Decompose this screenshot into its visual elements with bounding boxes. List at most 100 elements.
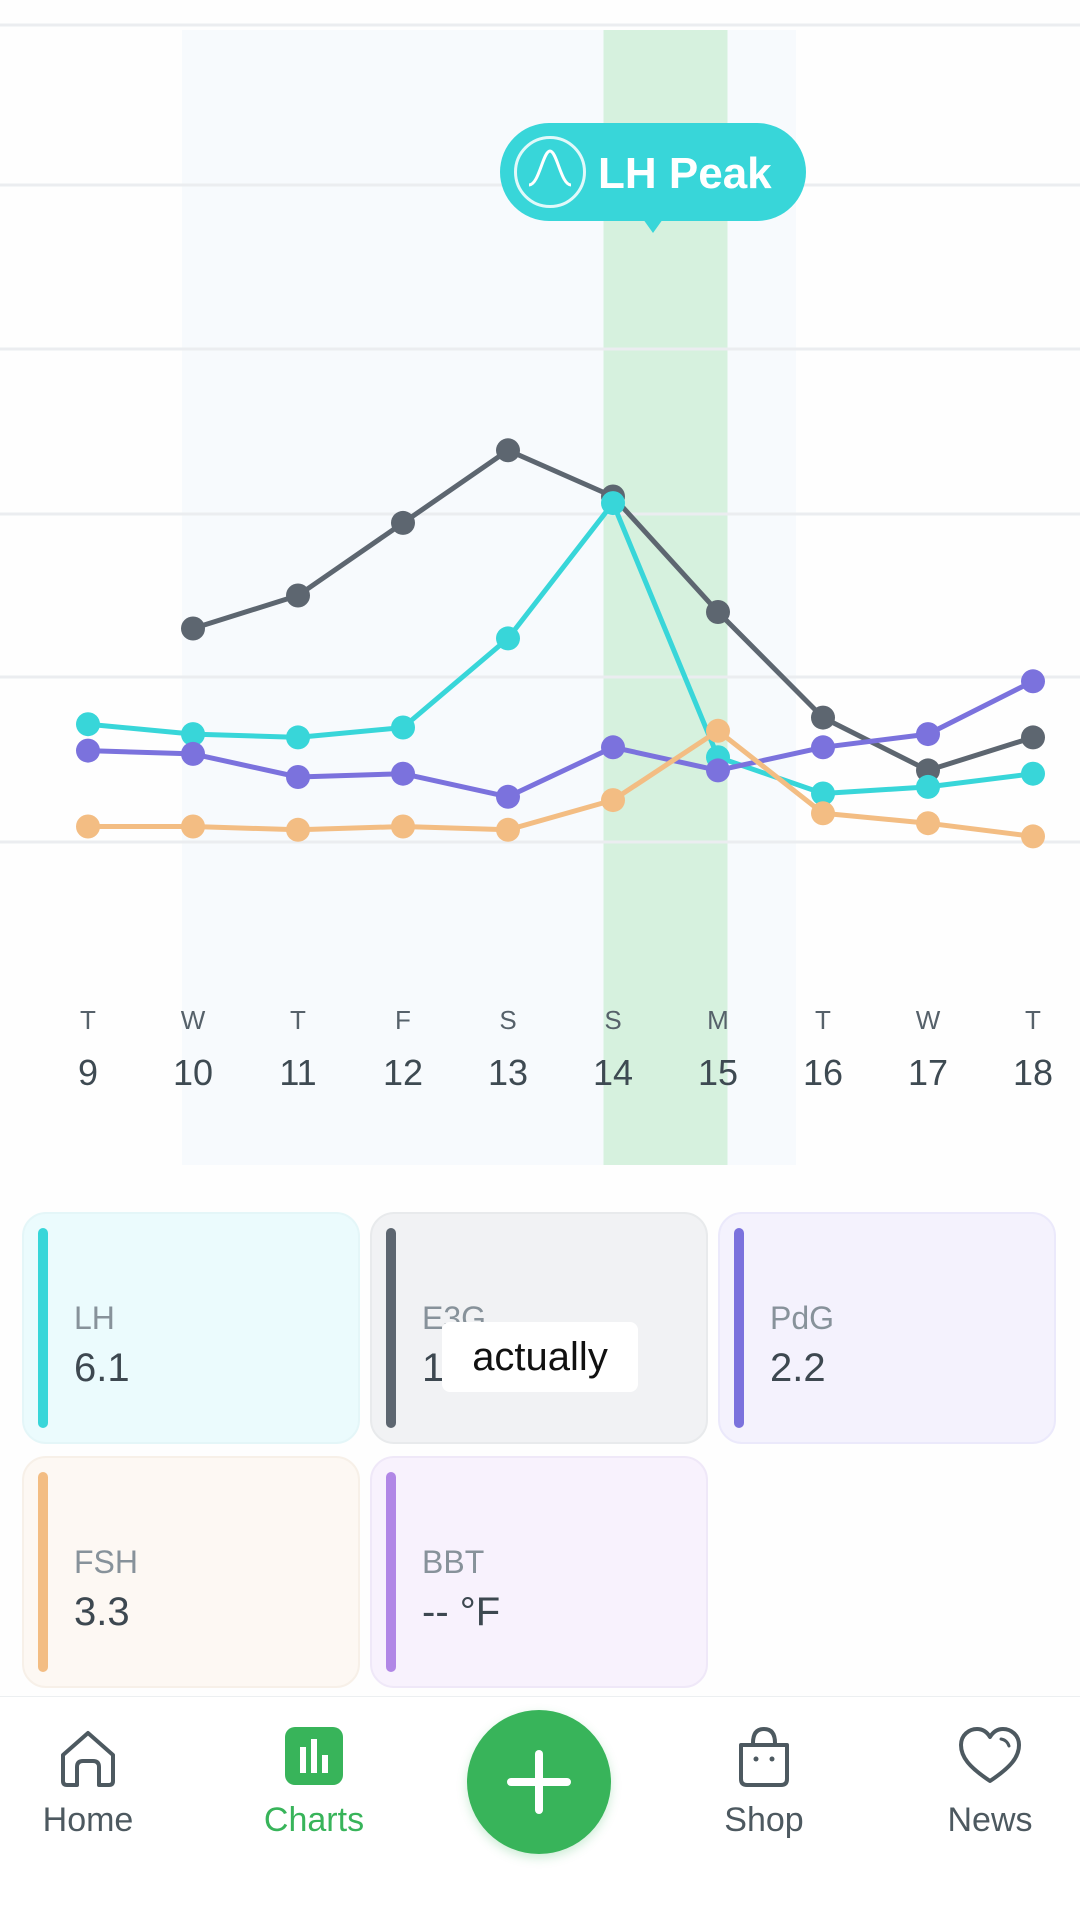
point-e3g-17 (916, 758, 940, 783)
card-lh[interactable]: LH 6.1 (22, 1212, 360, 1444)
nav-home-label: Home (42, 1801, 134, 1839)
day-label-18[interactable]: T 18 (993, 1005, 1073, 1094)
video-caption: actually (442, 1322, 638, 1392)
card-bbt[interactable]: BBT -- °F (370, 1456, 708, 1688)
point-pdg-14 (601, 735, 625, 760)
point-e3g-10 (181, 616, 205, 641)
point-lh-9 (76, 712, 100, 737)
card-pdg-value: 2.2 (770, 1346, 826, 1390)
day-number: 10 (172, 1052, 214, 1093)
day-label-13[interactable]: S 13 (468, 1005, 548, 1094)
point-pdg-10 (181, 741, 205, 766)
day-letter: S (604, 1005, 622, 1035)
card-fsh-label: FSH (74, 1544, 138, 1580)
point-fsh-10 (181, 814, 205, 839)
series-line-lh (85, 500, 1036, 796)
nav-news-label: News (947, 1801, 1033, 1839)
card-pdg[interactable]: PdG 2.2 (718, 1212, 1056, 1444)
card-e3g-color-bar (386, 1228, 396, 1428)
day-label-16[interactable]: T 16 (783, 1005, 863, 1094)
point-lh-13 (496, 626, 520, 651)
peak-icon (514, 136, 586, 208)
day-letter: T (1025, 1005, 1041, 1035)
day-label-17[interactable]: W 17 (888, 1005, 968, 1094)
card-pdg-color-bar (734, 1228, 744, 1428)
point-lh-16 (811, 781, 835, 806)
day-letter: T (80, 1005, 96, 1035)
charts-icon (285, 1727, 343, 1785)
point-fsh-12 (391, 814, 415, 839)
point-pdg-17 (916, 722, 940, 747)
point-pdg-13 (496, 784, 520, 809)
card-pdg-label: PdG (770, 1300, 835, 1336)
card-lh-label: LH (74, 1300, 115, 1336)
point-pdg-16 (811, 735, 835, 760)
point-lh-18 (1021, 761, 1045, 786)
point-e3g-12 (391, 510, 415, 535)
day-number: 17 (907, 1052, 949, 1093)
card-bbt-label: BBT (422, 1544, 485, 1580)
day-label-10[interactable]: W 10 (153, 1005, 233, 1094)
day-letter: T (290, 1005, 306, 1035)
day-letter: S (499, 1005, 517, 1035)
heart-icon (959, 1727, 1021, 1783)
bottom-navigation: Home Charts Shop News (0, 1696, 1080, 1921)
series-line-pdg (85, 678, 1036, 800)
day-number: 16 (802, 1052, 844, 1093)
point-fsh-16 (811, 801, 835, 826)
point-e3g-11 (286, 583, 310, 608)
hormone-chart: LH Peak T 9 W 10 T 11 F 12 S 13 S 14 M 15 T 16 W 17 T 18 (0, 23, 1080, 1165)
point-fsh-15 (706, 718, 730, 743)
nav-shop[interactable]: Shop (684, 1721, 844, 1871)
day-label-15[interactable]: M 15 (678, 1005, 758, 1094)
nav-news[interactable]: News (910, 1721, 1070, 1871)
lh-peak-label: LH Peak (598, 149, 772, 198)
card-fsh-color-bar (38, 1472, 48, 1672)
point-fsh-14 (601, 788, 625, 813)
plus-icon (507, 1750, 571, 1814)
day-letter: W (915, 1005, 941, 1035)
add-button[interactable] (467, 1710, 611, 1854)
card-fsh[interactable]: FSH 3.3 (22, 1456, 360, 1688)
day-letter: M (707, 1005, 729, 1035)
point-fsh-13 (496, 817, 520, 842)
point-pdg-9 (76, 738, 100, 763)
nav-home[interactable]: Home (8, 1721, 168, 1871)
point-lh-12 (391, 715, 415, 740)
day-label-12[interactable]: F 12 (363, 1005, 443, 1094)
point-pdg-15 (706, 758, 730, 783)
day-letter: W (180, 1005, 206, 1035)
nav-shop-label: Shop (724, 1801, 804, 1839)
point-lh-11 (286, 725, 310, 750)
point-e3g-15 (706, 600, 730, 624)
point-e3g-16 (811, 705, 835, 730)
nav-charts-label: Charts (263, 1801, 365, 1839)
point-fsh-11 (286, 817, 310, 842)
point-lh-14 (601, 491, 625, 516)
point-e3g-13 (496, 438, 520, 463)
day-number: 11 (279, 1052, 317, 1093)
nav-charts[interactable]: Charts (234, 1721, 394, 1871)
card-fsh-value: 3.3 (74, 1590, 130, 1634)
series-line-fsh (85, 728, 1036, 839)
day-letter: T (815, 1005, 831, 1035)
point-fsh-17 (916, 811, 940, 836)
point-lh-10 (181, 722, 205, 747)
lh-peak-tooltip[interactable]: LH Peak (500, 123, 806, 233)
day-number: 14 (592, 1052, 634, 1093)
card-lh-value: 6.1 (74, 1346, 130, 1390)
home-icon (61, 1731, 115, 1787)
point-pdg-11 (286, 765, 310, 789)
day-number: 13 (487, 1052, 529, 1093)
day-label-14[interactable]: S 14 (573, 1005, 653, 1094)
day-letter: F (395, 1005, 411, 1035)
day-label-11[interactable]: T 11 (258, 1005, 338, 1094)
card-bbt-value: -- °F (422, 1590, 501, 1634)
card-bbt-color-bar (386, 1472, 396, 1672)
point-lh-17 (916, 774, 940, 799)
day-number: 12 (382, 1052, 424, 1093)
card-lh-color-bar (38, 1228, 48, 1428)
day-number: 15 (697, 1052, 739, 1093)
day-number: 18 (1012, 1052, 1054, 1093)
